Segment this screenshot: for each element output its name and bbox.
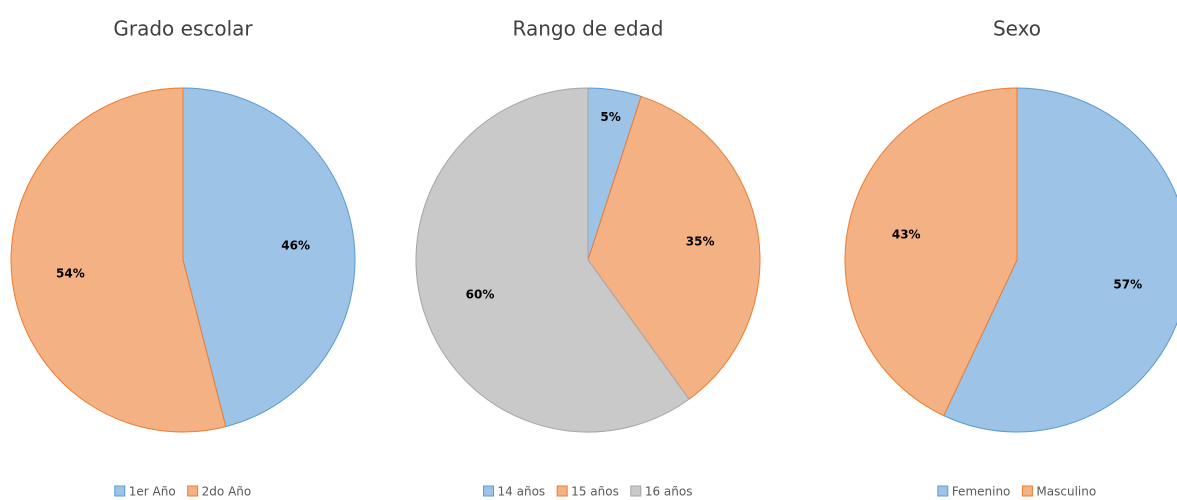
legend-label: 1er Año bbox=[129, 485, 176, 499]
data-label: 35% bbox=[686, 235, 715, 249]
data-label: 54% bbox=[56, 267, 85, 281]
legend-swatch bbox=[114, 485, 126, 497]
legend-swatch bbox=[187, 485, 199, 497]
chart-title: Grado escolar bbox=[113, 17, 253, 41]
legend-label: 14 años bbox=[498, 485, 546, 499]
pie-slice bbox=[415, 87, 690, 433]
legend-label: 16 años bbox=[645, 485, 693, 499]
data-label: 60% bbox=[466, 288, 495, 302]
pie-slice bbox=[182, 87, 356, 428]
legend-label: 15 años bbox=[571, 485, 619, 499]
legend-label: Femenino bbox=[952, 485, 1011, 499]
data-label: 5% bbox=[600, 110, 620, 124]
chart-title: Rango de edad bbox=[513, 17, 664, 41]
pie-slice bbox=[587, 95, 761, 400]
legend: 14 años 15 años 16 años bbox=[483, 485, 693, 499]
data-label: 43% bbox=[892, 228, 921, 242]
legend-swatch bbox=[937, 485, 949, 497]
legend-label: 2do Año bbox=[202, 485, 252, 499]
legend-label: Masculino bbox=[1036, 485, 1096, 499]
chart-title: Sexo bbox=[993, 17, 1041, 41]
pie-slice bbox=[10, 87, 227, 433]
data-label: 57% bbox=[1113, 277, 1142, 291]
data-label: 46% bbox=[281, 238, 310, 252]
legend-swatch bbox=[556, 485, 568, 497]
legend-swatch bbox=[483, 485, 495, 497]
legend: Femenino Masculino bbox=[937, 485, 1096, 499]
pie-slice bbox=[943, 87, 1177, 433]
legend-swatch bbox=[630, 485, 642, 497]
pie-slice bbox=[844, 87, 1018, 417]
legend-swatch bbox=[1021, 485, 1033, 497]
legend: 1er Año 2do Año bbox=[114, 485, 252, 499]
